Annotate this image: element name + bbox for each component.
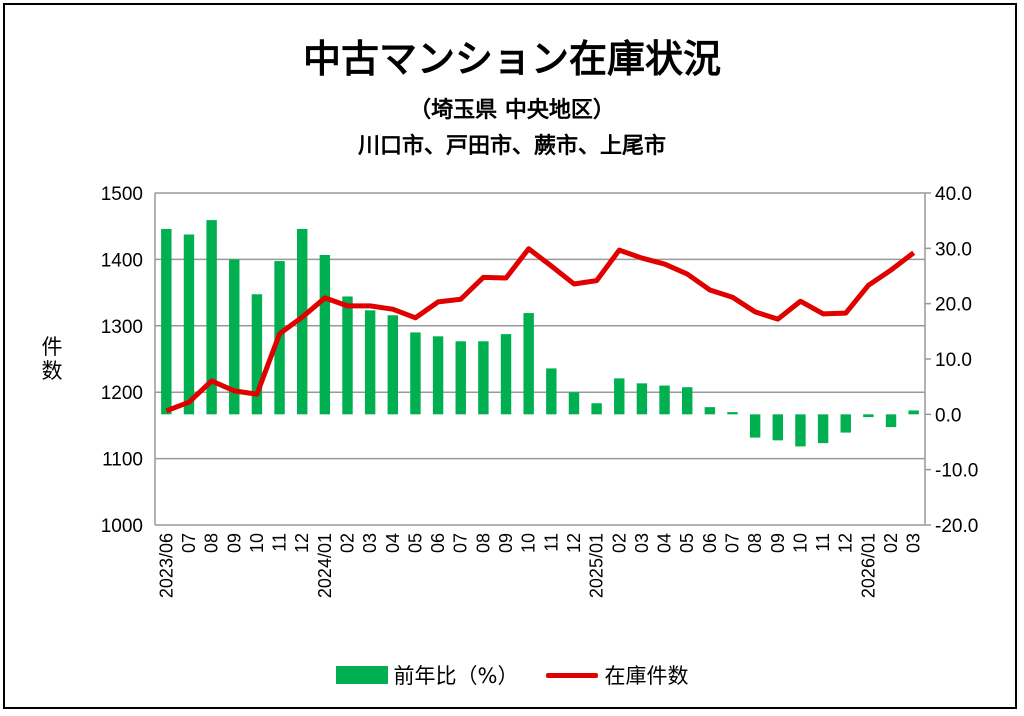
right-tick-label: -20.0 — [935, 516, 978, 537]
x-tick-label: 2026/01 — [858, 533, 878, 598]
right-tick-label: 30.0 — [935, 239, 972, 260]
x-tick-label: 11 — [813, 533, 833, 552]
left-tick-label: 1000 — [101, 516, 143, 537]
line-stock — [165, 246, 916, 414]
bar-yoy — [840, 414, 851, 433]
legend-swatch-line — [546, 672, 599, 678]
left-tick-label: 1100 — [102, 450, 143, 471]
legend: 前年比（%） 在庫件数 — [0, 660, 1024, 690]
x-tick-label: 12 — [836, 533, 856, 553]
x-tick-label: 04 — [655, 533, 675, 553]
bar-yoy — [410, 332, 421, 415]
x-tick-label: 12 — [292, 533, 312, 553]
x-tick-label: 08 — [745, 533, 765, 553]
right-tick-label: 10.0 — [935, 350, 972, 371]
chart-subtitle-cities: 川口市、戸田市、蕨市、上尾市 — [357, 134, 666, 159]
x-tick-label: 03 — [360, 533, 380, 553]
x-tick-label: 12 — [564, 533, 584, 553]
bar-yoy — [455, 341, 466, 415]
x-tick-label: 11 — [541, 533, 561, 552]
bar-yoy — [342, 296, 353, 415]
y-axis-label: 件数 — [41, 335, 63, 383]
bar-yoy — [727, 412, 738, 415]
x-tick-label: 08 — [473, 533, 493, 553]
left-tick-label: 1500 — [101, 184, 143, 205]
x-tick-label: 06 — [700, 533, 720, 553]
x-tick-label: 2024/01 — [315, 533, 335, 598]
left-tick-label: 1300 — [101, 317, 143, 338]
bar-yoy — [636, 383, 648, 415]
chart-title: 中古マンション在庫状況 — [302, 37, 721, 81]
bar-yoy — [749, 414, 761, 438]
x-tick-label: 09 — [768, 533, 788, 553]
right-tick-label: 20.0 — [935, 295, 972, 316]
x-tick-label: 04 — [383, 533, 403, 553]
bar-yoy — [704, 407, 716, 415]
x-tick-label: 09 — [224, 533, 244, 553]
x-tick-label: 05 — [677, 533, 697, 553]
x-tick-label: 09 — [496, 533, 516, 553]
legend-item-stock: 在庫件数 — [546, 660, 688, 690]
bar-yoy — [591, 403, 602, 415]
x-tick-label: 05 — [405, 533, 425, 553]
x-tick-label: 10 — [247, 533, 267, 553]
legend-swatch-bar — [335, 666, 388, 684]
bar-yoy — [183, 234, 195, 415]
x-tick-label: 10 — [519, 533, 539, 553]
x-tick-label: 08 — [202, 533, 222, 553]
bar-yoy — [908, 410, 919, 415]
bar-yoy — [659, 385, 670, 415]
bar-yoy — [387, 315, 399, 415]
bar-yoy — [206, 220, 217, 415]
x-tick-label: 02 — [338, 533, 358, 553]
left-tick-label: 1200 — [101, 383, 143, 404]
right-tick-label: 40.0 — [935, 184, 972, 205]
bar-yoy — [817, 414, 829, 444]
x-tick-label: 2025/01 — [587, 533, 607, 598]
legend-label-yoy: 前年比（%） — [393, 664, 519, 688]
bar-yoy — [568, 392, 580, 415]
bar-yoy — [319, 254, 331, 415]
right-tick-label: -10.0 — [935, 461, 978, 482]
legend-item-yoy: 前年比（%） — [335, 660, 519, 690]
bar-yoy — [614, 378, 625, 415]
bar-yoy — [863, 414, 874, 418]
bar-yoy — [885, 414, 897, 428]
bar-yoy — [546, 368, 557, 415]
x-tick-label: 02 — [881, 533, 901, 553]
x-tick-label: 07 — [723, 533, 743, 553]
x-tick-label: 02 — [609, 533, 629, 553]
bar-yoy — [795, 414, 806, 447]
x-tick-label: 07 — [451, 533, 471, 553]
x-tick-label: 03 — [904, 533, 924, 553]
bar-yoy — [229, 259, 240, 415]
bar-yoy — [296, 228, 308, 415]
bar-yoy — [681, 387, 693, 415]
x-tick-label: 10 — [790, 533, 810, 553]
bar-yoy — [478, 341, 489, 415]
bar-yoy — [500, 334, 512, 415]
chart-subtitle: （埼玉県 中央地区） — [409, 98, 615, 123]
bar-yoy — [772, 414, 784, 441]
right-tick-label: 0.0 — [935, 405, 961, 426]
x-tick-label: 03 — [632, 533, 652, 553]
bar-yoy — [432, 336, 444, 415]
legend-label-stock: 在庫件数 — [604, 664, 689, 688]
x-tick-label: 07 — [179, 533, 199, 553]
x-tick-label: 11 — [270, 533, 290, 552]
x-tick-label: 06 — [428, 533, 448, 553]
chart-frame — [3, 3, 1017, 709]
left-tick-label: 1400 — [101, 250, 143, 271]
bar-yoy — [251, 294, 263, 415]
bar-yoy — [523, 313, 534, 415]
x-tick-label: 2023/06 — [156, 533, 176, 598]
bar-yoy — [161, 228, 172, 415]
bar-yoy — [364, 310, 376, 415]
